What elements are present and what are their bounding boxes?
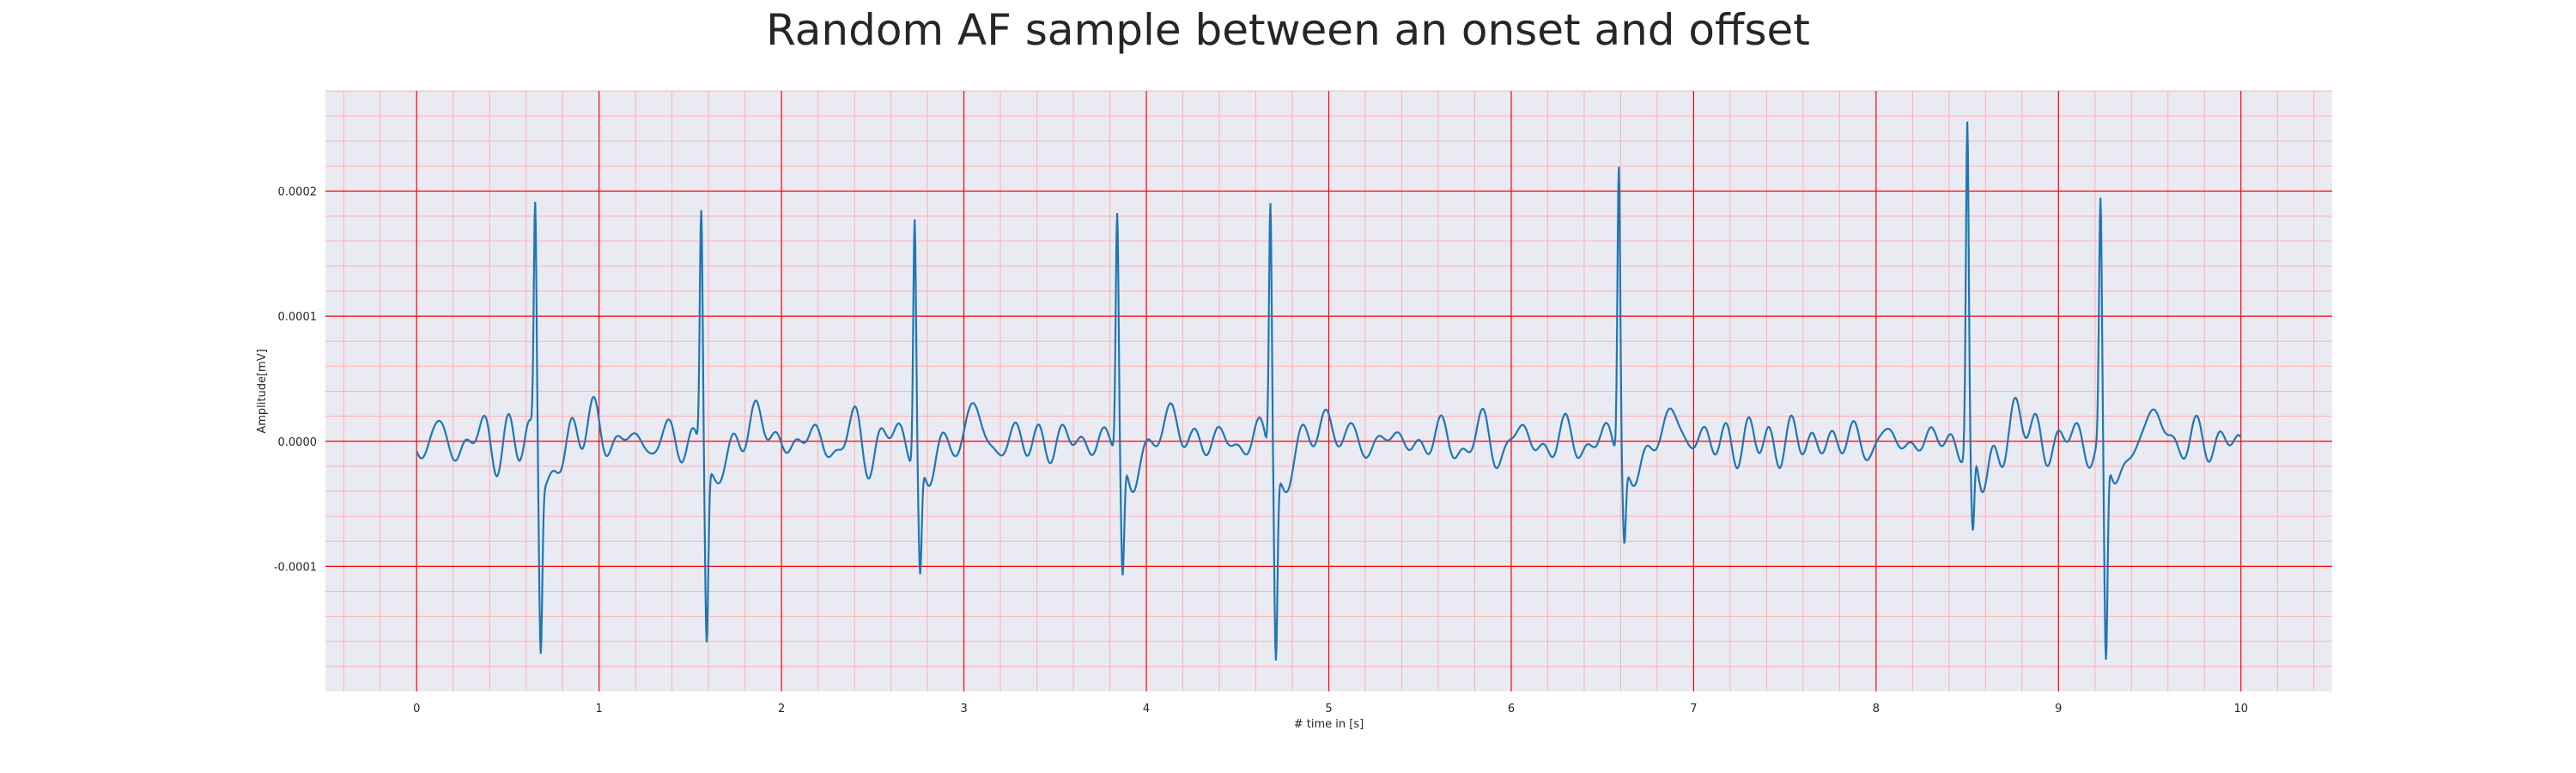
x-tick-label: 8 <box>1873 703 1880 715</box>
x-tick-label: 7 <box>1690 703 1697 715</box>
y-axis-ticks: -0.0001 0.0000 0.0001 0.0002 <box>274 186 317 575</box>
x-tick-label: 1 <box>596 703 603 715</box>
y-tick-label: 0.0002 <box>278 186 318 199</box>
y-axis-label: Amplitude[mV] <box>256 349 269 433</box>
x-tick-label: 0 <box>413 703 420 715</box>
chart-title: Random AF sample between an onset and of… <box>766 5 1810 55</box>
x-axis-label: # time in [s] <box>1294 718 1364 731</box>
x-tick-label: 6 <box>1508 703 1515 715</box>
y-tick-label: -0.0001 <box>274 561 317 574</box>
x-tick-label: 9 <box>2055 703 2062 715</box>
x-tick-label: 5 <box>1325 703 1332 715</box>
x-axis-ticks: 0 1 2 3 4 5 6 7 8 9 10 <box>413 703 2248 715</box>
ecg-trace <box>416 121 2242 660</box>
x-tick-label: 4 <box>1143 703 1150 715</box>
x-tick-label: 10 <box>2233 703 2248 715</box>
major-grid <box>325 91 2332 691</box>
x-tick-label: 3 <box>960 703 967 715</box>
y-tick-label: 0.0000 <box>278 436 318 449</box>
x-tick-label: 2 <box>778 703 785 715</box>
y-tick-label: 0.0001 <box>278 311 318 324</box>
